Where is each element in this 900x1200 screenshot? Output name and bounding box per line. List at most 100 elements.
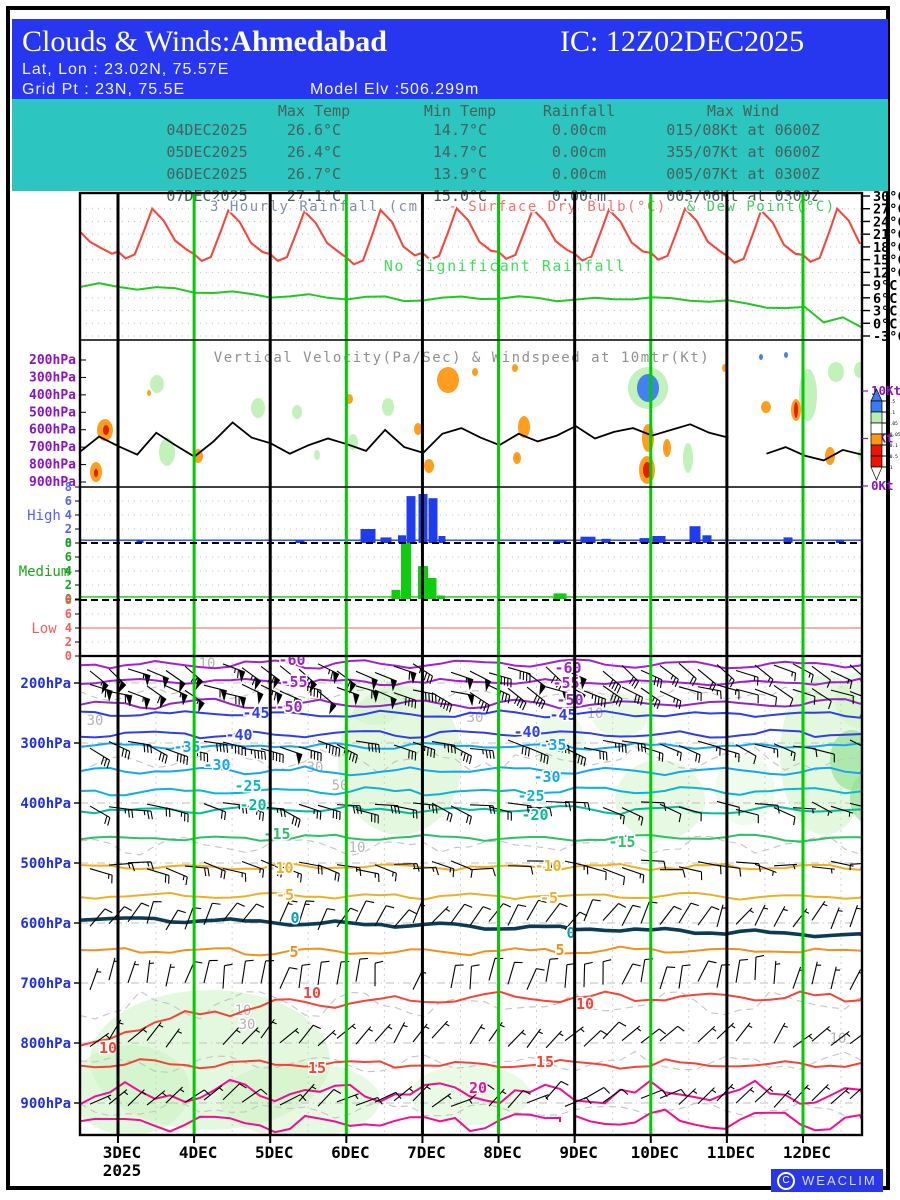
svg-text:5: 5 [555,941,564,959]
date-label: 9DEC [559,1143,598,1162]
svg-text:-40: -40 [513,723,540,741]
svg-text:24°C: 24°C [873,214,900,230]
svg-text:-45: -45 [549,706,576,724]
svg-text:500hPa: 500hPa [29,405,76,420]
svg-text:6: 6 [65,550,72,564]
svg-text:0: 0 [65,536,72,550]
station-name: Ahmedabad [230,25,387,58]
cloud-bar [136,539,144,543]
svg-text:-15: -15 [263,825,290,843]
year-label: 2025 [103,1161,142,1180]
svg-text:30: 30 [239,1017,256,1033]
temp-contour [80,804,862,816]
page-title: Clouds & Winds:Ahmedabad [22,25,387,59]
date-label: 8DEC [483,1143,522,1162]
svg-text:700hPa: 700hPa [20,976,71,992]
svg-text:30°C: 30°C [873,189,900,205]
table-row: 355/07Kt at 0600Z [666,143,820,161]
date-label: 5DEC [255,1143,294,1162]
svg-text:-35: -35 [173,738,200,756]
svg-text:2: 2 [65,578,72,592]
table-row: 0.00cm [551,143,607,161]
table-row: 15.0°C [432,187,488,205]
cloud-bar [406,496,416,543]
cloud-group-label: Medium [19,564,70,580]
wind-barbs [89,662,862,1109]
svg-text:10: 10 [587,706,604,722]
svg-text:-0.5: -0.5 [887,454,898,460]
table-row: 26.4°C [286,143,342,161]
svg-text:18°C: 18°C [873,240,900,256]
svg-text:27°C: 27°C [873,202,900,218]
temp-contour [80,677,862,687]
cloud-bar [580,536,596,543]
svg-text:300hPa: 300hPa [29,370,76,385]
svg-text:12°C: 12°C [873,265,900,281]
svg-text:0.1: 0.1 [887,410,895,416]
title-prefix: Clouds & Winds: [22,25,231,58]
svg-text:No Significant Rainfall: No Significant Rainfall [384,257,626,275]
cloud-bar [428,498,438,543]
svg-text:6: 6 [65,494,72,508]
svg-text:0Kt: 0Kt [871,478,894,493]
svg-text:6: 6 [65,607,72,621]
header-band: Clouds & Winds:Ahmedabad IC: 12Z02DEC202… [12,19,888,99]
svg-text:800hPa: 800hPa [20,1036,71,1052]
temp-contour [80,741,862,751]
init-condition: IC: 12Z02DEC2025 [560,25,805,58]
dew-point-curve [80,282,862,329]
cloud-bar [702,535,712,543]
table-row: 27.1°C [286,187,342,205]
copyright-icon: C [777,1171,795,1190]
cloud-bar [391,589,401,599]
wind10m-line [766,446,862,462]
cloud-group-label: Low [31,621,57,637]
temp-contour [80,945,862,957]
svg-text:-35: -35 [539,736,566,754]
date-label: 7DEC [407,1143,446,1162]
svg-text:-20: -20 [239,796,266,814]
temp-contour [80,709,862,719]
table-row: 04DEC2025 [166,121,248,139]
svg-text:2: 2 [65,522,72,536]
svg-text:900hPa: 900hPa [20,1096,71,1112]
svg-text:600hPa: 600hPa [20,916,71,932]
svg-text:-10: -10 [266,859,293,877]
logo-text: WEACLIM [802,1173,877,1188]
svg-text:0°C: 0°C [873,316,897,332]
date-label: 3DEC [103,1143,142,1162]
svg-text:15: 15 [536,1053,554,1071]
svg-text:4: 4 [65,508,72,522]
temp-contour [80,728,862,740]
svg-text:-5: -5 [276,886,294,904]
svg-text:8: 8 [65,480,72,494]
table-header: Min Temp [423,102,497,120]
svg-text:-45: -45 [242,704,269,722]
cloud-bar [553,539,567,543]
svg-text:Vertical Velocity(Pa/Sec) & Wi: Vertical Velocity(Pa/Sec) & Windspeed at… [214,350,710,366]
temp-contour [80,765,862,777]
table-row: 14.7°C [432,143,488,161]
table-row: 14.7°C [432,121,488,139]
date-label: 11DEC [707,1143,755,1162]
temp-contour [80,833,862,843]
svg-text:3°C: 3°C [873,304,897,320]
temp-contour [80,658,862,670]
temp-contour [80,891,862,901]
date-label: 12DEC [783,1143,831,1162]
svg-text:10: 10 [576,995,594,1013]
svg-text:-20: -20 [521,806,548,824]
cloud-bar [836,539,844,543]
svg-text:10: 10 [349,840,366,856]
svg-text:3 Hourly Rainfall (cm): 3 Hourly Rainfall (cm) [210,199,428,215]
table-row: 07DEC2025 [166,187,248,205]
temp-contour [80,1058,862,1070]
svg-text:- Surface Dry Bulb(°C): - Surface Dry Bulb(°C) [448,199,666,215]
table-row: 0.00cm [551,121,607,139]
svg-text:4: 4 [65,564,72,578]
svg-text:-55: -55 [280,673,307,691]
svg-text:6°C: 6°C [873,291,897,307]
date-label: 4DEC [179,1143,218,1162]
